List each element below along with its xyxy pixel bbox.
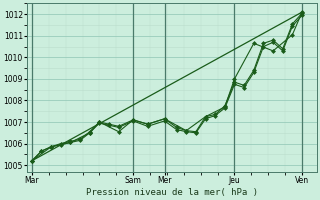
X-axis label: Pression niveau de la mer( hPa ): Pression niveau de la mer( hPa ) xyxy=(86,188,258,197)
